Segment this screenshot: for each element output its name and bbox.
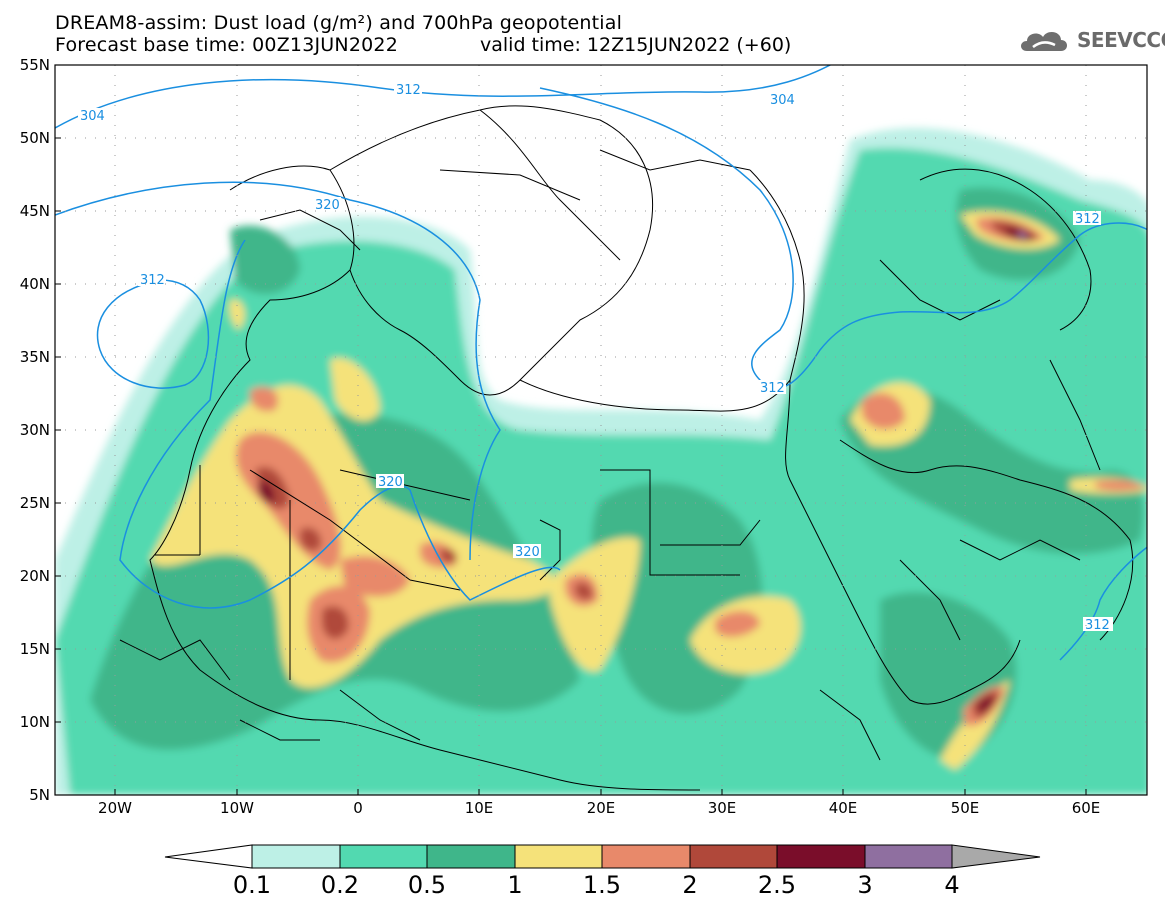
coastlines [119, 105, 1134, 791]
colorbar-label: 0.5 [408, 871, 446, 899]
colorbar-label: 1 [507, 871, 522, 899]
contour-label: 312 [1085, 618, 1110, 633]
colorbar-swatch [776, 844, 866, 869]
lat-label: 5N [29, 786, 50, 804]
seevccc-logo: SEEVCCC [1017, 25, 1165, 55]
contour-label: 312 [396, 83, 421, 98]
lat-labels: 55N 50N 45N 40N 35N 30N 25N 20N 15N 10N … [20, 56, 50, 804]
lon-label: 10W [220, 799, 254, 817]
contour-label: 304 [770, 93, 795, 108]
lat-label: 15N [20, 640, 50, 658]
contour-label: 312 [140, 273, 165, 288]
colorbar-swatch [426, 844, 516, 869]
lat-label: 10N [20, 713, 50, 731]
lat-label: 55N [20, 56, 50, 74]
colorbar: 0.1 0.2 0.5 1 1.5 2 2.5 3 4 [164, 844, 1041, 899]
lon-label: 10E [465, 799, 494, 817]
lon-label: 30E [708, 799, 737, 817]
colorbar-swatch [339, 844, 428, 869]
lon-label: 20W [98, 799, 132, 817]
contour-label: 320 [378, 475, 403, 490]
valid-time: valid time: 12Z15JUN2022 (+60) [480, 34, 792, 56]
dust-level-3 [1018, 231, 1028, 239]
lon-labels: 20W 10W 0 10E 20E 30E 40E 50E 60E [98, 799, 1100, 817]
colorbar-swatch [601, 844, 691, 869]
cloud-icon [1021, 31, 1067, 51]
colorbar-high-arrow [951, 844, 1041, 869]
lat-label: 30N [20, 421, 50, 439]
contour-label: 312 [760, 381, 785, 396]
colorbar-swatch [864, 844, 953, 869]
dust-level-2.5 [258, 481, 275, 503]
logo-text: SEEVCCC [1077, 28, 1165, 52]
contour-labels: 304 304 312 312 312 312 312 320 320 320 [78, 82, 1113, 633]
dust-level-2 [255, 466, 290, 510]
colorbar-label: 4 [944, 871, 959, 899]
colorbar-label: 3 [857, 871, 872, 899]
colorbar-swatch [251, 844, 341, 869]
grid [55, 65, 1147, 795]
lat-label: 45N [20, 202, 50, 220]
lat-label: 35N [20, 348, 50, 366]
contour-label: 320 [515, 545, 540, 560]
map-title: DREAM8-assim: Dust load (g/m²) and 700hP… [55, 12, 623, 34]
contour-label: 304 [80, 109, 105, 124]
lon-label: 60E [1072, 799, 1101, 817]
colorbar-swatch [689, 844, 778, 869]
ticks [55, 64, 1087, 796]
dust-fields: 304 304 312 312 312 312 312 320 320 320 [55, 65, 1147, 795]
contour-label: 320 [315, 198, 340, 213]
lat-label: 20N [20, 567, 50, 585]
colorbar-label: 0.1 [233, 871, 271, 899]
colorbar-label: 2 [682, 871, 697, 899]
contour-label: 312 [1075, 212, 1100, 227]
colorbar-label: 2.5 [758, 871, 796, 899]
lat-label: 50N [20, 129, 50, 147]
forecast-base-time: Forecast base time: 00Z13JUN2022 [55, 34, 398, 56]
lat-label: 25N [20, 494, 50, 512]
colorbar-swatch [514, 844, 603, 869]
colorbar-label: 0.2 [321, 871, 359, 899]
lat-label: 40N [20, 275, 50, 293]
colorbar-low-arrow [164, 844, 253, 869]
geopotential-contours [55, 65, 1147, 661]
lon-label: 40E [829, 799, 858, 817]
lon-label: 0 [353, 799, 363, 817]
lon-label: 50E [951, 799, 980, 817]
colorbar-label: 1.5 [583, 871, 621, 899]
lon-label: 20E [587, 799, 616, 817]
